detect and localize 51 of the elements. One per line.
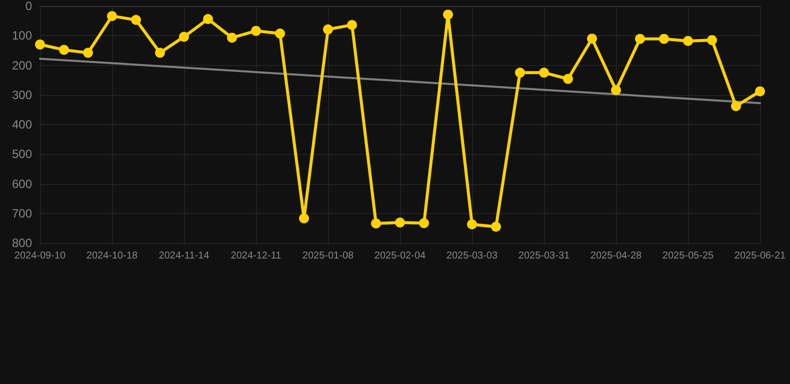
point bbox=[467, 219, 477, 230]
y-tick-label: 800 bbox=[12, 236, 32, 250]
point bbox=[131, 14, 141, 25]
y-tick-label: 300 bbox=[12, 88, 32, 102]
point bbox=[323, 24, 333, 34]
point bbox=[251, 26, 261, 36]
point bbox=[35, 40, 45, 50]
point bbox=[179, 32, 189, 42]
point bbox=[59, 44, 69, 55]
point bbox=[155, 48, 165, 58]
point bbox=[707, 35, 717, 46]
point bbox=[491, 222, 501, 232]
point bbox=[731, 101, 741, 112]
x-tick-label: 2025-06-21 bbox=[734, 250, 786, 262]
point bbox=[347, 20, 357, 30]
y-tick-label: 700 bbox=[12, 206, 32, 220]
y-tick-label: 200 bbox=[12, 58, 32, 72]
x-tick-label: 2025-03-31 bbox=[518, 250, 570, 262]
point bbox=[227, 32, 237, 43]
point bbox=[755, 86, 765, 96]
x-tick-label: 2025-04-28 bbox=[590, 250, 642, 262]
x-tick-label: 2024-12-11 bbox=[230, 250, 282, 262]
y-tick-label: 0 bbox=[25, 0, 32, 13]
x-tick-label: 2025-05-25 bbox=[662, 250, 714, 262]
x-tick-label: 2025-03-03 bbox=[446, 250, 498, 262]
x-tick-label: 2024-10-18 bbox=[86, 250, 138, 262]
x-tick-label: 2024-11-14 bbox=[158, 250, 210, 262]
point bbox=[587, 34, 597, 44]
point bbox=[515, 68, 525, 78]
point bbox=[371, 218, 381, 228]
point bbox=[275, 28, 285, 39]
point bbox=[107, 11, 117, 22]
point bbox=[611, 85, 621, 96]
point bbox=[683, 36, 693, 46]
point bbox=[419, 218, 429, 228]
y-tick-label: 500 bbox=[12, 147, 32, 162]
point bbox=[659, 34, 669, 44]
point bbox=[443, 10, 453, 20]
x-tick-label: 2025-02-04 bbox=[374, 250, 426, 262]
point bbox=[299, 213, 309, 224]
y-tick-label: 600 bbox=[12, 176, 32, 191]
x-tick-label: 2024-09-10 bbox=[14, 250, 66, 262]
point bbox=[635, 34, 645, 44]
point bbox=[395, 218, 405, 228]
x-tick-label: 2025-01-08 bbox=[302, 250, 354, 262]
point bbox=[563, 74, 573, 84]
y-tick-label: 100 bbox=[12, 28, 32, 43]
point bbox=[203, 14, 213, 24]
point bbox=[539, 68, 549, 78]
y-tick-label: 400 bbox=[12, 118, 32, 132]
point bbox=[83, 48, 93, 58]
